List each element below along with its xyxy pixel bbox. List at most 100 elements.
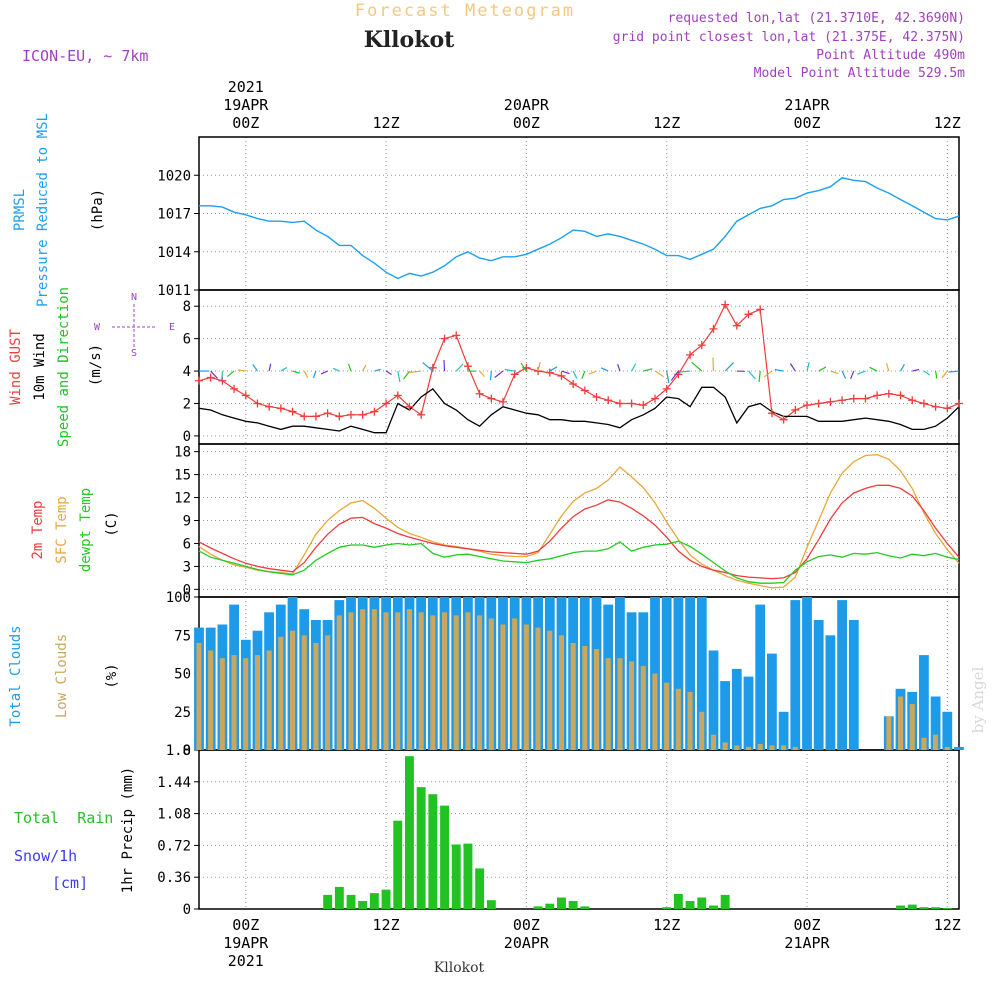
model-name: ICON-EU, ~ 7km bbox=[22, 47, 148, 65]
gust-marker bbox=[732, 321, 741, 330]
total-clouds-bar bbox=[825, 635, 836, 751]
y-tick-label: 0 bbox=[183, 743, 191, 759]
bottom-tick-label: 12Z bbox=[934, 916, 961, 934]
gust-marker bbox=[686, 350, 695, 359]
total-clouds-bar bbox=[767, 653, 777, 750]
wind-arrow bbox=[948, 370, 960, 373]
label-pressure-msl: Pressure Reduced to MSL bbox=[35, 113, 51, 307]
location-title: Kllokot bbox=[364, 27, 455, 53]
label-sfc-temp: SFC Temp bbox=[54, 496, 70, 563]
wind-arrow bbox=[841, 370, 847, 379]
low-clouds-bar bbox=[360, 609, 366, 750]
total-clouds-bar bbox=[685, 597, 695, 750]
gust-marker bbox=[241, 391, 250, 400]
low-clouds-bar bbox=[675, 688, 681, 750]
wind-arrow bbox=[900, 364, 905, 372]
cloud-labels: Total Clouds Low Clouds (%) bbox=[8, 625, 120, 726]
wind-arrow bbox=[537, 361, 541, 372]
rain-bar bbox=[451, 844, 461, 909]
wind-arrow bbox=[221, 371, 223, 381]
gust-marker bbox=[417, 410, 426, 419]
top-date-label: 19APR bbox=[223, 96, 269, 114]
top-tick-label: 12Z bbox=[373, 114, 400, 132]
wind-arrow bbox=[857, 370, 866, 375]
gust-marker bbox=[358, 410, 367, 419]
label-10m-wind: 10m Wind bbox=[32, 333, 48, 400]
gust-marker bbox=[931, 402, 940, 411]
y-tick-label: 0 bbox=[183, 902, 191, 918]
wind-arrow bbox=[941, 370, 948, 379]
low-clouds-bar bbox=[722, 742, 728, 750]
y-tick-label: 8 bbox=[183, 299, 191, 315]
low-clouds-bar bbox=[301, 635, 307, 751]
rain-bar bbox=[568, 901, 578, 909]
gust-marker bbox=[323, 409, 332, 418]
total-clouds-bar bbox=[954, 746, 964, 750]
top-year-label: 2021 bbox=[228, 78, 264, 96]
wind-arrow bbox=[617, 363, 621, 372]
y-tick-label: 12 bbox=[174, 491, 191, 507]
low-clouds-bar bbox=[477, 615, 483, 750]
label-low-clouds: Low Clouds bbox=[54, 634, 70, 718]
wind-arrow bbox=[252, 364, 258, 372]
y-tick-label: 100 bbox=[166, 590, 191, 606]
wind-arrow bbox=[561, 370, 570, 375]
low-clouds-bar bbox=[570, 642, 576, 750]
wind-arrow bbox=[347, 363, 352, 372]
total-clouds-bar bbox=[731, 668, 742, 750]
compass-n: N bbox=[131, 292, 137, 303]
bottom-tick-label: 00Z bbox=[513, 916, 540, 934]
top-tick-label: 00Z bbox=[232, 114, 259, 132]
wind-arrow bbox=[588, 370, 597, 375]
total-clouds-bar bbox=[919, 655, 929, 750]
gust-marker bbox=[814, 399, 823, 408]
rain-bar bbox=[931, 907, 941, 909]
wind-arrow bbox=[581, 370, 586, 379]
y-tick-label: 6 bbox=[183, 332, 191, 348]
low-clouds-bar bbox=[582, 646, 588, 750]
y-tick-label: 50 bbox=[174, 667, 191, 683]
low-clouds-bar bbox=[219, 658, 225, 750]
gust-marker bbox=[627, 399, 636, 408]
gust-marker bbox=[955, 399, 963, 408]
gust-marker bbox=[463, 362, 472, 371]
y-tick-label: 1.08 bbox=[157, 807, 191, 823]
wind-labels: Wind GUST 10m Wind Speed and Direction (… bbox=[8, 287, 175, 447]
low-clouds-bar bbox=[594, 649, 600, 750]
gust-marker bbox=[475, 389, 484, 398]
gust-marker bbox=[873, 391, 882, 400]
low-clouds-bar bbox=[944, 746, 950, 750]
compass-w: W bbox=[94, 322, 101, 333]
y-tick-label: 3 bbox=[183, 559, 191, 575]
y-tick-label: 0.36 bbox=[157, 870, 191, 886]
low-clouds-bar bbox=[254, 655, 260, 750]
gust-marker bbox=[615, 399, 624, 408]
low-clouds-bar bbox=[617, 658, 623, 750]
wind-arrow bbox=[774, 368, 784, 372]
low-clouds-bar bbox=[629, 661, 635, 750]
low-clouds-bar bbox=[781, 745, 787, 750]
temp-2m-line bbox=[198, 484, 960, 580]
gust-marker bbox=[557, 371, 566, 380]
rain-bar bbox=[919, 907, 929, 909]
bottom-year-label: 2021 bbox=[228, 952, 264, 970]
gust-marker bbox=[452, 331, 461, 340]
top-tick-label: 12Z bbox=[934, 114, 961, 132]
low-clouds-bar bbox=[652, 673, 658, 750]
wind-arrow bbox=[409, 370, 422, 374]
panel-0: 1011 1014 1017 1020 bbox=[157, 136, 960, 299]
top-date-label: 20APR bbox=[504, 96, 550, 114]
wind-arrow bbox=[332, 367, 340, 372]
low-clouds-bar bbox=[406, 609, 412, 750]
low-clouds-bar bbox=[605, 658, 611, 750]
label-hpa: (hPa) bbox=[90, 189, 106, 231]
label-total-clouds: Total Clouds bbox=[8, 625, 24, 726]
gust-marker bbox=[651, 394, 659, 403]
total-clouds-bar bbox=[802, 597, 812, 750]
total-clouds-bar bbox=[930, 696, 941, 750]
low-clouds-bar bbox=[746, 746, 752, 750]
wind-line bbox=[198, 386, 960, 434]
rain-bar bbox=[381, 889, 391, 909]
rain-bar bbox=[440, 805, 449, 909]
low-clouds-bar bbox=[512, 618, 518, 750]
